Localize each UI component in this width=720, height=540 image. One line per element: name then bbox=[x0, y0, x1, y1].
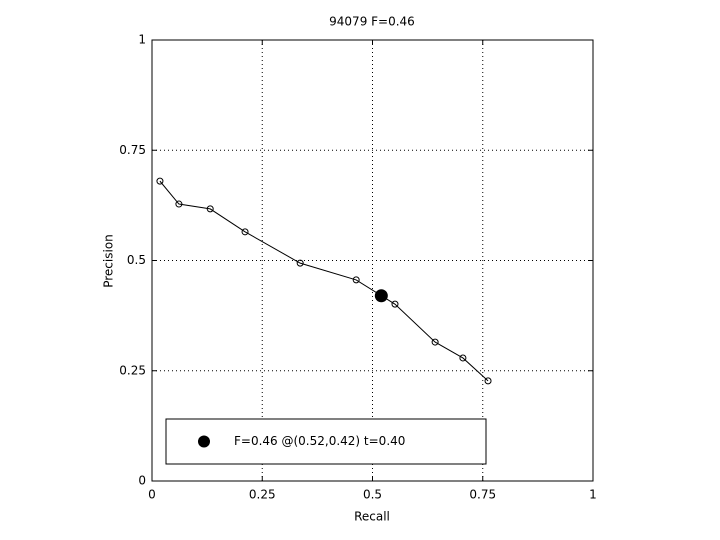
chart-title: 94079 F=0.46 bbox=[329, 15, 415, 29]
point bbox=[431, 338, 439, 346]
x-tick-label: 0.75 bbox=[469, 488, 496, 502]
y-tick-label: 0.25 bbox=[119, 363, 146, 377]
x-tick-label: 0 bbox=[148, 488, 156, 502]
y-axis-label: Precision bbox=[102, 234, 116, 288]
point bbox=[484, 377, 492, 385]
plot-frame bbox=[151, 39, 594, 482]
legend-label: F=0.46 @(0.52,0.42) t=0.40 bbox=[234, 434, 405, 448]
x-tick-label: 0.5 bbox=[363, 488, 382, 502]
point bbox=[459, 354, 467, 362]
legend-marker bbox=[198, 435, 210, 448]
y-tick-label: 0 bbox=[138, 474, 146, 488]
point bbox=[241, 228, 249, 236]
point bbox=[391, 300, 399, 308]
series-line bbox=[159, 180, 489, 382]
point bbox=[352, 276, 360, 284]
best-point bbox=[374, 289, 388, 303]
point bbox=[156, 177, 164, 185]
point bbox=[296, 259, 304, 267]
y-tick-label: 0.5 bbox=[127, 253, 146, 267]
y-tick-label: 1 bbox=[138, 33, 146, 47]
point bbox=[206, 205, 214, 213]
x-axis-label: Recall bbox=[354, 510, 390, 524]
x-tick-label: 0.25 bbox=[249, 488, 276, 502]
legend-box bbox=[165, 418, 487, 465]
y-tick-label: 0.75 bbox=[119, 143, 146, 157]
x-tick-label: 1 bbox=[589, 488, 597, 502]
point bbox=[175, 200, 183, 208]
